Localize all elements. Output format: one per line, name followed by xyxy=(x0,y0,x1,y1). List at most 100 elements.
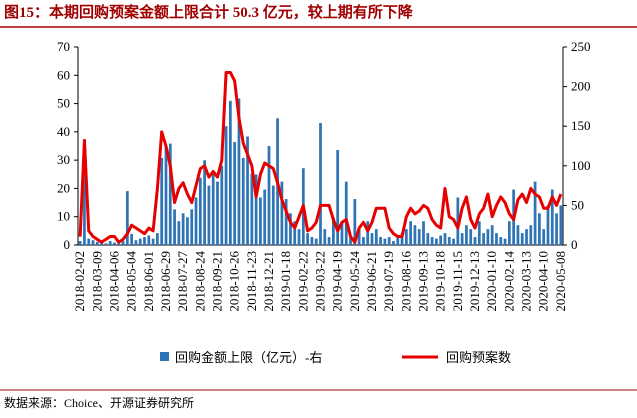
bar xyxy=(452,238,455,245)
bar xyxy=(516,225,520,245)
bar xyxy=(319,123,322,245)
x-tick-label: 2019-12-13 xyxy=(467,251,482,312)
bar xyxy=(447,237,451,245)
bar xyxy=(263,189,267,245)
bar xyxy=(340,221,344,245)
bar xyxy=(173,209,176,245)
bar xyxy=(482,233,485,245)
bar xyxy=(100,242,103,245)
bar xyxy=(469,229,473,245)
chart-title: 图15：本期回购预案金额上限合计 50.3 亿元，较上期有所下降 xyxy=(4,3,414,21)
bar xyxy=(477,221,481,245)
y2-tick-label: 0 xyxy=(571,237,578,252)
x-tick-label: 2019-05-24 xyxy=(347,251,362,312)
bar xyxy=(357,229,361,245)
x-tick-label: 2018-04-06 xyxy=(106,251,121,312)
bar xyxy=(306,233,309,245)
bar xyxy=(495,233,498,245)
bar xyxy=(211,173,215,245)
bar xyxy=(293,221,297,245)
bar xyxy=(168,143,172,245)
bar xyxy=(78,241,82,245)
y-tick-label: 70 xyxy=(57,39,70,54)
bar xyxy=(151,238,155,245)
x-tick-label: 2019-06-21 xyxy=(364,251,379,312)
x-tick-label: 2018-06-01 xyxy=(141,251,156,312)
bar xyxy=(186,217,189,245)
x-tick-label: 2018-12-21 xyxy=(261,251,276,312)
x-tick-label: 2018-03-09 xyxy=(89,251,104,312)
x-tick-label: 2018-06-29 xyxy=(158,251,173,312)
line xyxy=(78,70,563,244)
y2-tick-label: 250 xyxy=(571,39,591,54)
bar xyxy=(435,238,438,245)
bar xyxy=(559,205,563,245)
bar xyxy=(529,225,533,245)
y-tick-label: 30 xyxy=(57,152,70,167)
x-tick-label: 2019-03-22 xyxy=(313,251,328,312)
bar xyxy=(156,233,159,245)
x-tick-label: 2018-08-24 xyxy=(192,251,207,312)
bar xyxy=(259,197,262,245)
y2-tick-label: 200 xyxy=(571,79,591,94)
y2-tick-label: 100 xyxy=(571,158,591,173)
bar xyxy=(323,229,327,245)
bar xyxy=(91,240,95,245)
bar xyxy=(555,213,558,245)
x-tick-label: 2019-09-13 xyxy=(416,251,431,312)
x-tick-label: 2019-11-15 xyxy=(450,251,465,311)
y-tick-label: 20 xyxy=(57,180,70,195)
x-tick-label: 2018-02-02 xyxy=(72,251,87,312)
bar xyxy=(353,199,357,245)
bar xyxy=(297,229,301,245)
bar xyxy=(121,241,125,245)
bar xyxy=(542,229,546,245)
bar xyxy=(95,241,99,245)
bar xyxy=(486,229,490,245)
x-tick-label: 2020-05-08 xyxy=(553,251,568,312)
bar xyxy=(113,242,116,245)
bar xyxy=(207,185,211,245)
legend-label: 回购预案数 xyxy=(446,350,511,365)
bar xyxy=(404,229,408,245)
bar xyxy=(443,233,447,245)
bar xyxy=(392,241,395,245)
bar xyxy=(460,233,464,245)
bar xyxy=(370,233,374,245)
bar xyxy=(267,146,271,245)
x-tick-label: 2019-07-19 xyxy=(381,251,396,312)
bar xyxy=(108,241,112,245)
bar xyxy=(194,197,198,245)
bar xyxy=(387,237,391,245)
bar xyxy=(83,171,86,245)
bar xyxy=(533,181,537,245)
bar xyxy=(160,157,164,245)
x-tick-label: 2018-05-04 xyxy=(124,251,139,312)
bar xyxy=(220,165,224,245)
x-tick-label: 2020-02-14 xyxy=(501,251,516,312)
bar xyxy=(117,243,121,245)
x-tick-label: 2020-03-13 xyxy=(519,251,534,312)
bar xyxy=(177,221,181,245)
bar xyxy=(332,217,335,245)
y-tick-label: 10 xyxy=(57,209,70,224)
bar xyxy=(284,199,288,245)
bar xyxy=(336,149,340,245)
x-tick-label: 2019-02-22 xyxy=(295,251,310,312)
bar xyxy=(280,181,284,245)
x-tick-label: 2019-04-19 xyxy=(330,251,345,312)
bar xyxy=(409,221,413,245)
bar xyxy=(310,237,314,245)
bar xyxy=(134,240,138,245)
bar xyxy=(125,191,129,245)
bar xyxy=(181,213,185,245)
x-tick-label: 2018-09-21 xyxy=(209,251,224,312)
bar xyxy=(314,238,318,245)
bar xyxy=(400,233,404,245)
bar xyxy=(538,213,541,245)
bar xyxy=(138,238,142,245)
x-tick-label: 2019-10-18 xyxy=(433,251,448,312)
bar xyxy=(289,213,292,245)
x-tick-label: 2020-01-10 xyxy=(484,251,499,312)
